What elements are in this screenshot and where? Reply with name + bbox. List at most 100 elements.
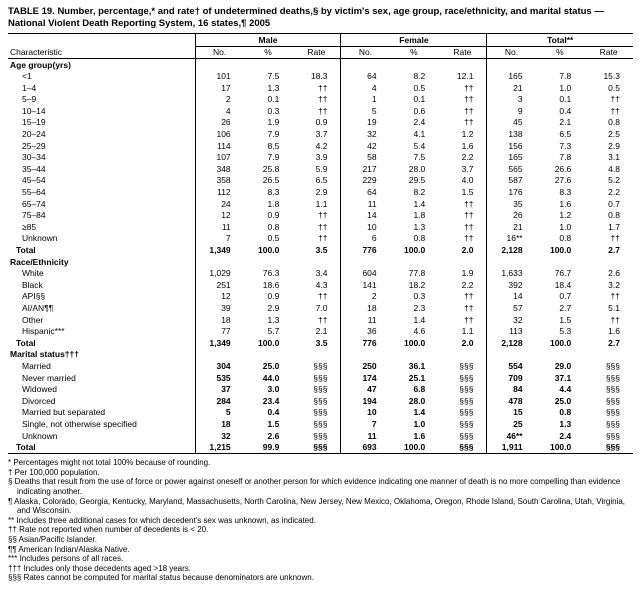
row-label: Widowed [22,384,57,395]
cell: 11 [340,198,390,210]
cell: 25.8 [262,163,280,174]
cell: §§§ [313,395,328,406]
cell: 2,128 [486,337,536,349]
cell: 27.6 [554,175,572,186]
cell: 64 [340,70,390,83]
cell: 5.3 [559,326,572,337]
empty-cell [584,349,633,361]
cell: 4.0 [461,175,474,186]
cell: 0.1 [413,94,426,105]
row-label: 20–24 [22,129,46,140]
cell: §§§ [313,430,328,441]
cell: 0.8 [267,221,280,232]
cell: 1.4 [413,198,426,209]
cell: 58 [340,151,390,164]
footnote: * Percentages might not total 100% becau… [8,458,211,468]
cell: 2.2 [461,152,474,163]
cell: 0.8 [413,233,426,244]
cell: 8.2 [413,187,426,198]
cell: 1.1 [315,198,328,209]
cell: 64 [340,186,390,199]
total-pct-header: % [535,46,585,59]
table-row: 30–34 107 7.9 3.9 58 7.5 2.2 165 7.8 3.1 [8,151,633,164]
table-row: AI/AN¶¶ 39 2.9 7.0 18 2.3 †† 57 2.7 5.1 [8,302,633,315]
cell: 1.4 [413,407,426,418]
cell: 2.3 [413,302,426,313]
cell: 4.3 [315,279,328,290]
cell: 0.5 [267,233,280,244]
cell: 25.1 [408,372,426,383]
cell: 12 [194,209,244,222]
cell: 7.8 [559,71,572,82]
cell: 348 [194,163,244,175]
cell: 709 [486,372,536,384]
cell: 77 [194,325,244,338]
cell: 2.7 [608,245,620,255]
footnotes: * Percentages might not total 100% becau… [8,458,633,583]
empty-cell [536,349,585,361]
cell: 0.8 [559,233,572,244]
table-row: 45–54 358 26.5 6.5 229 29.5 4.0 587 27.6 5.2 [8,174,633,187]
cell: 37 [194,383,244,396]
cell: 165 [486,70,536,83]
cell: 29.0 [554,360,572,371]
cell: 7 [194,232,244,245]
cell: 2 [340,290,390,303]
female-rate-header: Rate [438,46,487,59]
row-label: Black [22,279,43,290]
cell: 47 [340,383,390,396]
cell: 0.9 [315,117,328,128]
cell: 29.5 [408,175,426,186]
cell: 84 [486,383,536,396]
total-group-header: Total** [486,33,633,47]
empty-cell [194,58,244,71]
cell: 0.8 [559,407,572,418]
cell: 3.5 [315,337,328,348]
empty-cell [390,59,439,71]
cell: 1.4 [413,314,426,325]
cell: §§§ [459,418,474,429]
row-label: Single, not otherwise specified [22,418,137,429]
cell: 5.9 [315,163,328,174]
empty-cell [194,348,244,361]
cell: §§§ [605,360,620,371]
cell: §§§ [605,395,620,406]
empty-cell [438,256,487,268]
cell: †† [318,291,328,302]
cell: 36.1 [408,360,426,371]
cell: 11 [194,221,244,233]
cell: 18 [194,314,244,326]
cell: 7.5 [267,71,280,82]
table-row: Total 1,349 100.0 3.5 776 100.0 2.0 2,128 100.0 2… [8,244,633,257]
cell: 25.0 [262,360,280,371]
cell: 4.2 [315,140,328,151]
footnote: † Per 100,000 population. [8,467,100,477]
cell: 604 [340,267,390,280]
cell: 1.6 [559,198,572,209]
cell: 113 [486,325,536,338]
cell: 1.0 [413,418,426,429]
cell: 3.7 [315,129,328,140]
cell: 1.8 [413,210,426,221]
cell: §§§ [313,442,328,453]
cell: 8.3 [267,187,280,198]
cell: 2.4 [413,117,426,128]
empty-cell [244,256,293,268]
cell: 26.6 [554,163,572,174]
cell: 26.5 [262,175,280,186]
cell: 32 [340,128,390,141]
row-label: Married [22,360,51,371]
cell: 1.8 [267,198,280,209]
cell: †† [318,314,328,325]
cell: 25.0 [554,395,572,406]
empty-cell [536,59,585,71]
table-row: 75–84 12 0.9 †† 14 1.8 †† 26 1.2 0.8 [8,209,633,222]
cell: †† [463,314,474,325]
row-label: 15–19 [22,117,46,128]
cell: 35 [486,198,536,210]
cell: 2.7 [608,337,620,348]
cell: §§§ [605,430,620,441]
cell: 776 [340,337,390,349]
total-no-header: No. [486,46,536,59]
cell: 2 [194,93,244,106]
